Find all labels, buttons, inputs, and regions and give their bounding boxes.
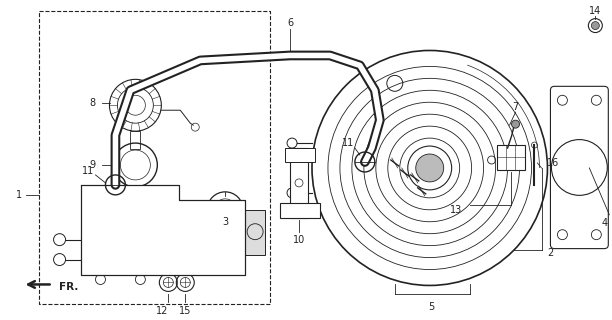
Bar: [280, 203, 320, 218]
Circle shape: [591, 22, 599, 29]
Text: 9: 9: [89, 160, 95, 170]
Bar: [290, 148, 308, 218]
Text: 1: 1: [15, 190, 21, 200]
Bar: [124, 185, 147, 205]
Text: 6: 6: [287, 18, 293, 28]
FancyBboxPatch shape: [550, 86, 608, 249]
Polygon shape: [81, 185, 245, 275]
Bar: [496, 145, 524, 170]
Text: 8: 8: [89, 98, 95, 108]
Text: 13: 13: [450, 205, 463, 215]
Text: 2: 2: [548, 248, 554, 258]
Text: 11: 11: [341, 138, 354, 148]
Text: 10: 10: [293, 235, 305, 245]
Circle shape: [416, 154, 444, 182]
Text: 12: 12: [156, 306, 168, 316]
Bar: [285, 148, 315, 162]
Circle shape: [512, 120, 520, 128]
Text: 14: 14: [589, 6, 602, 16]
Text: 4: 4: [601, 218, 607, 228]
Text: 16: 16: [548, 158, 560, 168]
Text: 15: 15: [179, 306, 192, 316]
Bar: [130, 131, 140, 149]
Text: 7: 7: [512, 102, 518, 112]
Text: FR.: FR.: [59, 283, 78, 292]
Text: 3: 3: [222, 217, 228, 227]
Text: 11: 11: [83, 166, 95, 176]
Bar: [245, 210, 265, 255]
Text: 5: 5: [428, 302, 435, 312]
